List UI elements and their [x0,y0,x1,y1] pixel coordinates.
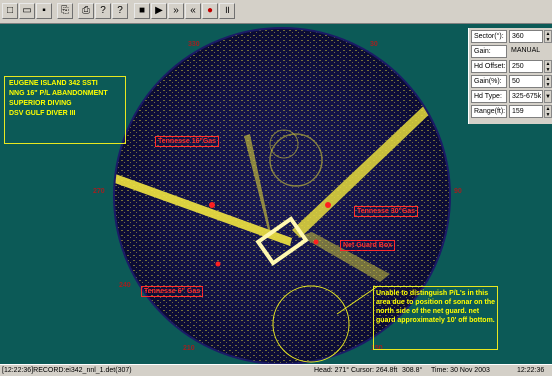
status-clock: 12:22:36 [517,367,545,374]
sonar-display: EUGENE ISLAND 342 SSTI NNG 16" P/L ABAND… [0,24,552,364]
gain-mode-value: MANUAL [509,45,543,58]
open-folder-icon[interactable]: ▭ [19,3,35,19]
gain-mode-row: Gain: MANUAL [471,45,551,59]
gain-pct-label: Gain(%): [471,75,507,88]
gain-pct-input[interactable]: 50 [509,75,543,88]
info-line: DSV GULF DIVER III [9,110,76,117]
info-line: EUGENE ISLAND 342 SSTI [9,80,98,87]
sector-label: Sector(°): [471,30,507,43]
sector-input[interactable]: 360 [509,30,543,43]
save-icon[interactable]: ▪ [36,3,52,19]
pipeline-north [244,134,272,238]
play-icon[interactable]: ▶ [151,3,167,19]
label-net-guard-box: Net Guard Box [340,240,396,251]
bearing-240: 240 [119,282,131,289]
range-label: Range(ft): [471,105,507,118]
stop-icon[interactable]: ■ [134,3,150,19]
bearing-210: 210 [183,345,195,352]
hd-offset-spinner[interactable]: ▲ ▼ [544,60,552,73]
rewind-icon[interactable]: « [185,3,201,19]
bearing-330: 330 [188,41,200,48]
status-time: Time: 30 Nov 2003 [431,367,490,374]
area-of-interest-circle [272,285,350,363]
range-spinner[interactable]: ▲ ▼ [544,105,552,118]
gain-label: Gain: [471,45,507,58]
sonar-settings-panel: Sector(°): 360 ▲ ▼ Gain: MANUAL Hd Offset… [468,28,552,124]
status-head: Head: 271° [314,367,350,374]
annotation-note: Unable to distinguish P/L's in this area… [373,286,498,350]
hd-type-select[interactable]: 325-675k [509,90,543,103]
status-cursor: Cursor: 264.8ft [351,367,398,374]
hd-offset-input[interactable]: 250 [509,60,543,73]
label-tennessee-6-gas: Tennesse 6" Gas [141,286,204,297]
gain-pct-row: Gain(%): 50 ▲ ▼ [471,75,552,89]
toolbar: □ ▭ ▪ ⎘ ⎙?? ■ ▶» «● ॥ [0,0,552,24]
info-line: SUPERIOR DIVING [9,100,72,107]
hd-offset-label: Hd Offset: [471,60,507,73]
context-help-icon[interactable]: ? [112,3,128,19]
info-line: NNG 16" P/L ABANDONMENT [9,90,108,97]
copy-icon[interactable]: ⎘ [57,3,73,19]
status-bar: [12:22:36]RECORD:ei342_nnl_1.det(307) He… [0,364,552,376]
record-icon[interactable]: ● [202,3,218,19]
pause-icon[interactable]: ॥ [219,3,235,19]
status-file: [12:22:36]RECORD:ei342_nnl_1.det(307) [2,367,132,374]
hd-type-label: Hd Type: [471,90,507,103]
pipeline-west [114,172,292,246]
bearing-30: 30 [370,41,378,48]
range-row: Range(ft): 159 ▲ ▼ [471,105,552,119]
bearing-270: 270 [93,188,105,195]
fast-forward-icon[interactable]: » [168,3,184,19]
net-guard-box-return [255,216,309,266]
range-input[interactable]: 159 [509,105,543,118]
status-bearing: 308.8° [402,367,423,374]
hd-offset-row: Hd Offset: 250 ▲ ▼ [471,60,552,74]
new-file-icon[interactable]: □ [2,3,18,19]
label-tennessee-30-gas: Tennesse 30"Gas [354,206,419,217]
print-icon[interactable]: ⎙ [78,3,94,19]
bearing-90: 90 [454,188,462,195]
chevron-down-icon[interactable]: ▼ [544,90,552,103]
help-icon[interactable]: ? [95,3,111,19]
sector-spinner[interactable]: ▲ ▼ [544,30,552,43]
sonar-scan [113,27,451,364]
label-tennessee-16-gas: Tennesse 16"Gas [155,136,220,147]
gain-pct-spinner[interactable]: ▲ ▼ [544,75,552,88]
project-info-box: EUGENE ISLAND 342 SSTI NNG 16" P/L ABAND… [4,76,126,144]
hd-type-row: Hd Type: 325-675k ▼ [471,90,552,104]
sector-row: Sector(°): 360 ▲ ▼ [471,30,552,44]
bearing-150: 150 [371,345,383,352]
